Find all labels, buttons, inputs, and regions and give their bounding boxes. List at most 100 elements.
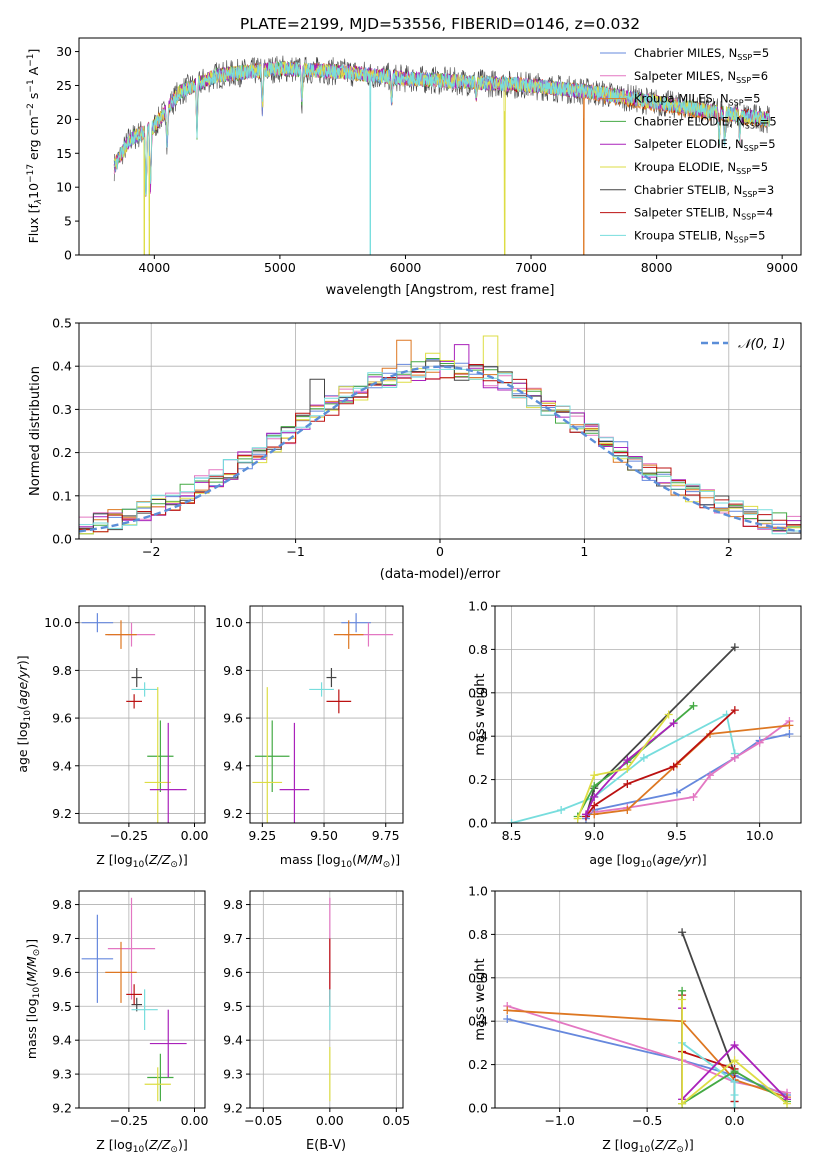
x-tick-label: −2 — [142, 544, 160, 559]
label-part: Z [log — [96, 852, 132, 867]
x-tick-label: 4000 — [138, 260, 170, 275]
x-tick-label: 9.50 — [310, 828, 338, 843]
label-part: erg cm — [26, 116, 41, 164]
legend-text: Kroupa ELODIE, N — [634, 160, 736, 174]
weight-marker-krou_elodie — [623, 764, 632, 773]
axes-frame: −0.05 0.00 0.05 9.2 9.3 9.4 9.5 9.6 9.7 9.8 E(B-V) — [223, 890, 410, 1153]
label-part: ( — [650, 1137, 655, 1152]
weight-marker-chab_miles — [672, 788, 681, 797]
x-tick-label: −0.05 — [244, 1113, 282, 1128]
legend-count: =4 — [756, 206, 773, 220]
label-part: 10 — [641, 860, 653, 870]
y-tick-label: 0 — [64, 248, 72, 263]
legend-sub: SSP — [736, 167, 751, 176]
y-tick-label: 9.6 — [52, 965, 72, 980]
x-axis-label: E(B-V) — [306, 1138, 346, 1153]
weight-line-krou_stelib — [681, 1042, 736, 1108]
y-tick-label: 0.5 — [52, 316, 72, 331]
legend-entry-chab_miles: Chabrier MILES, NSSP=5 — [634, 46, 769, 62]
plot-layer: 4000 5000 6000 7000 8000 9000051015202530wave… — [15, 37, 802, 1155]
axes-frame: 9.25 9.50 9.75 9.2 9.4 9.6 9.8 10.0 mass [log10(… — [215, 605, 404, 870]
figure-title: PLATE=2199, MJD=53556, FIBERID=0146, z=0… — [240, 15, 640, 33]
label-part: ( — [144, 1137, 149, 1152]
hist-krou_stelib — [79, 368, 801, 535]
weight-marker-krou_elodie — [590, 771, 599, 780]
weight-marker-krou_miles — [785, 721, 794, 730]
legend-count: =5 — [752, 46, 769, 60]
y-tick-label: 0.4 — [468, 1014, 488, 1029]
label-part: age/yr — [657, 852, 698, 867]
label-part: ⊙ — [383, 860, 391, 870]
y-tick-label: 10.0 — [215, 615, 243, 630]
weight-marker-salp_stelib — [669, 762, 678, 771]
y-tick-label: 0.6 — [468, 685, 488, 700]
y-tick-label: 0.4 — [52, 359, 72, 374]
weight-line-krou_stelib — [511, 713, 736, 823]
weight-marker-krou_stelib — [730, 1090, 739, 1099]
plot-area — [79, 335, 801, 535]
legend-text: Chabrier MILES, N — [634, 46, 737, 60]
x-axis-label: Z [log10(Z/Z⊙)] — [96, 1137, 187, 1155]
label-part: )] — [15, 655, 30, 665]
weight-marker-salp_stelib — [590, 801, 599, 810]
x-tick-label: 0.00 — [181, 828, 209, 843]
weight-line-salp_miles — [594, 720, 790, 813]
y-axis-label: Flux [fλ10−17 erg cm−2 s−1 A−1] — [26, 49, 44, 244]
legend-count: =5 — [759, 137, 776, 151]
axes-frame: 8.5 9.0 9.5 10.0 0.0 0.2 0.4 0.6 0.8 1.0 age [log1… — [468, 599, 802, 870]
x-tick-label: −0.25 — [110, 1113, 148, 1128]
label-part: A — [26, 66, 41, 79]
weight-marker-chab_elodie — [730, 1067, 739, 1076]
y-tick-label: 9.7 — [223, 931, 243, 946]
legend-text: Salpeter MILES, N — [634, 69, 736, 83]
y-tick-label: 30 — [56, 44, 72, 59]
weight-line-salp_elodie — [585, 722, 675, 815]
y-tick-label: 9.4 — [223, 758, 243, 773]
weight-line-krou_elodie — [681, 999, 788, 1106]
plot-area — [503, 928, 792, 1108]
legend-entry-salp_elodie: Salpeter ELODIE, NSSP=5 — [634, 137, 776, 153]
weight-marker-krou_elodie — [730, 1056, 739, 1065]
label-part: 10 — [639, 1145, 651, 1155]
legend-sub: SSP — [736, 76, 751, 85]
plot-area — [252, 613, 394, 823]
legend-text: Kroupa STELIB, N — [634, 228, 734, 242]
y-tick-label: 9.3 — [223, 1067, 243, 1082]
label-part: −2 — [26, 103, 36, 116]
label-part: M/M — [24, 956, 39, 982]
y-tick-label: 0.0 — [468, 1101, 488, 1116]
axes-frame: 4000 5000 6000 7000 8000 9000 0 5 10 15 20 25 30 wave… — [26, 37, 802, 298]
label-part: age [log — [589, 852, 640, 867]
y-tick-label: 0.2 — [52, 445, 72, 460]
y-tick-label: 9.2 — [223, 1101, 243, 1116]
x-tick-label: 0 — [436, 544, 444, 559]
axes-border — [249, 890, 404, 1109]
legend-count: =5 — [744, 92, 761, 106]
y-tick-label: 9.4 — [52, 1033, 72, 1048]
legend-entry-salp_stelib: Salpeter STELIB, NSSP=4 — [634, 206, 773, 222]
y-tick-label: 9.4 — [223, 1033, 243, 1048]
weight-marker-krou_stelib — [557, 805, 566, 814]
y-tick-label: 0.4 — [468, 729, 488, 744]
x-axis-label: mass [log10(M/M⊙)] — [280, 852, 400, 870]
weight-line-chab_miles — [506, 1018, 788, 1096]
weight-line-krou_elodie — [576, 713, 670, 820]
x-tick-label: −0.25 — [110, 828, 148, 843]
label-part: ( — [144, 852, 149, 867]
panel-age_vs_Z: −0.25 0.009.29.49.69.810.0Z [log10(Z/Z⊙)]… — [15, 605, 209, 870]
weight-marker-krou_miles — [623, 805, 632, 814]
weight-marker-krou_stelib — [639, 753, 648, 762]
legend-text: Kroupa MILES, N — [634, 92, 729, 106]
panel-weight_vs_age: 8.5 9.0 9.5 10.0 0.0 0.2 0.4 0.6 0.8 1.0 age [log1… — [468, 599, 802, 870]
label-part: Z [log — [602, 1137, 638, 1152]
x-tick-label: −0.5 — [632, 1113, 662, 1128]
label-part: )] — [178, 1137, 188, 1152]
weight-marker-salp_miles — [706, 771, 715, 780]
y-tick-label: 0.0 — [52, 532, 72, 547]
label-part: ⊙ — [170, 1145, 178, 1155]
label-part: −1 — [26, 54, 36, 67]
label-part: mass [log — [280, 852, 341, 867]
normal-curve — [79, 365, 801, 533]
weight-marker-krou_elodie — [678, 995, 687, 1004]
